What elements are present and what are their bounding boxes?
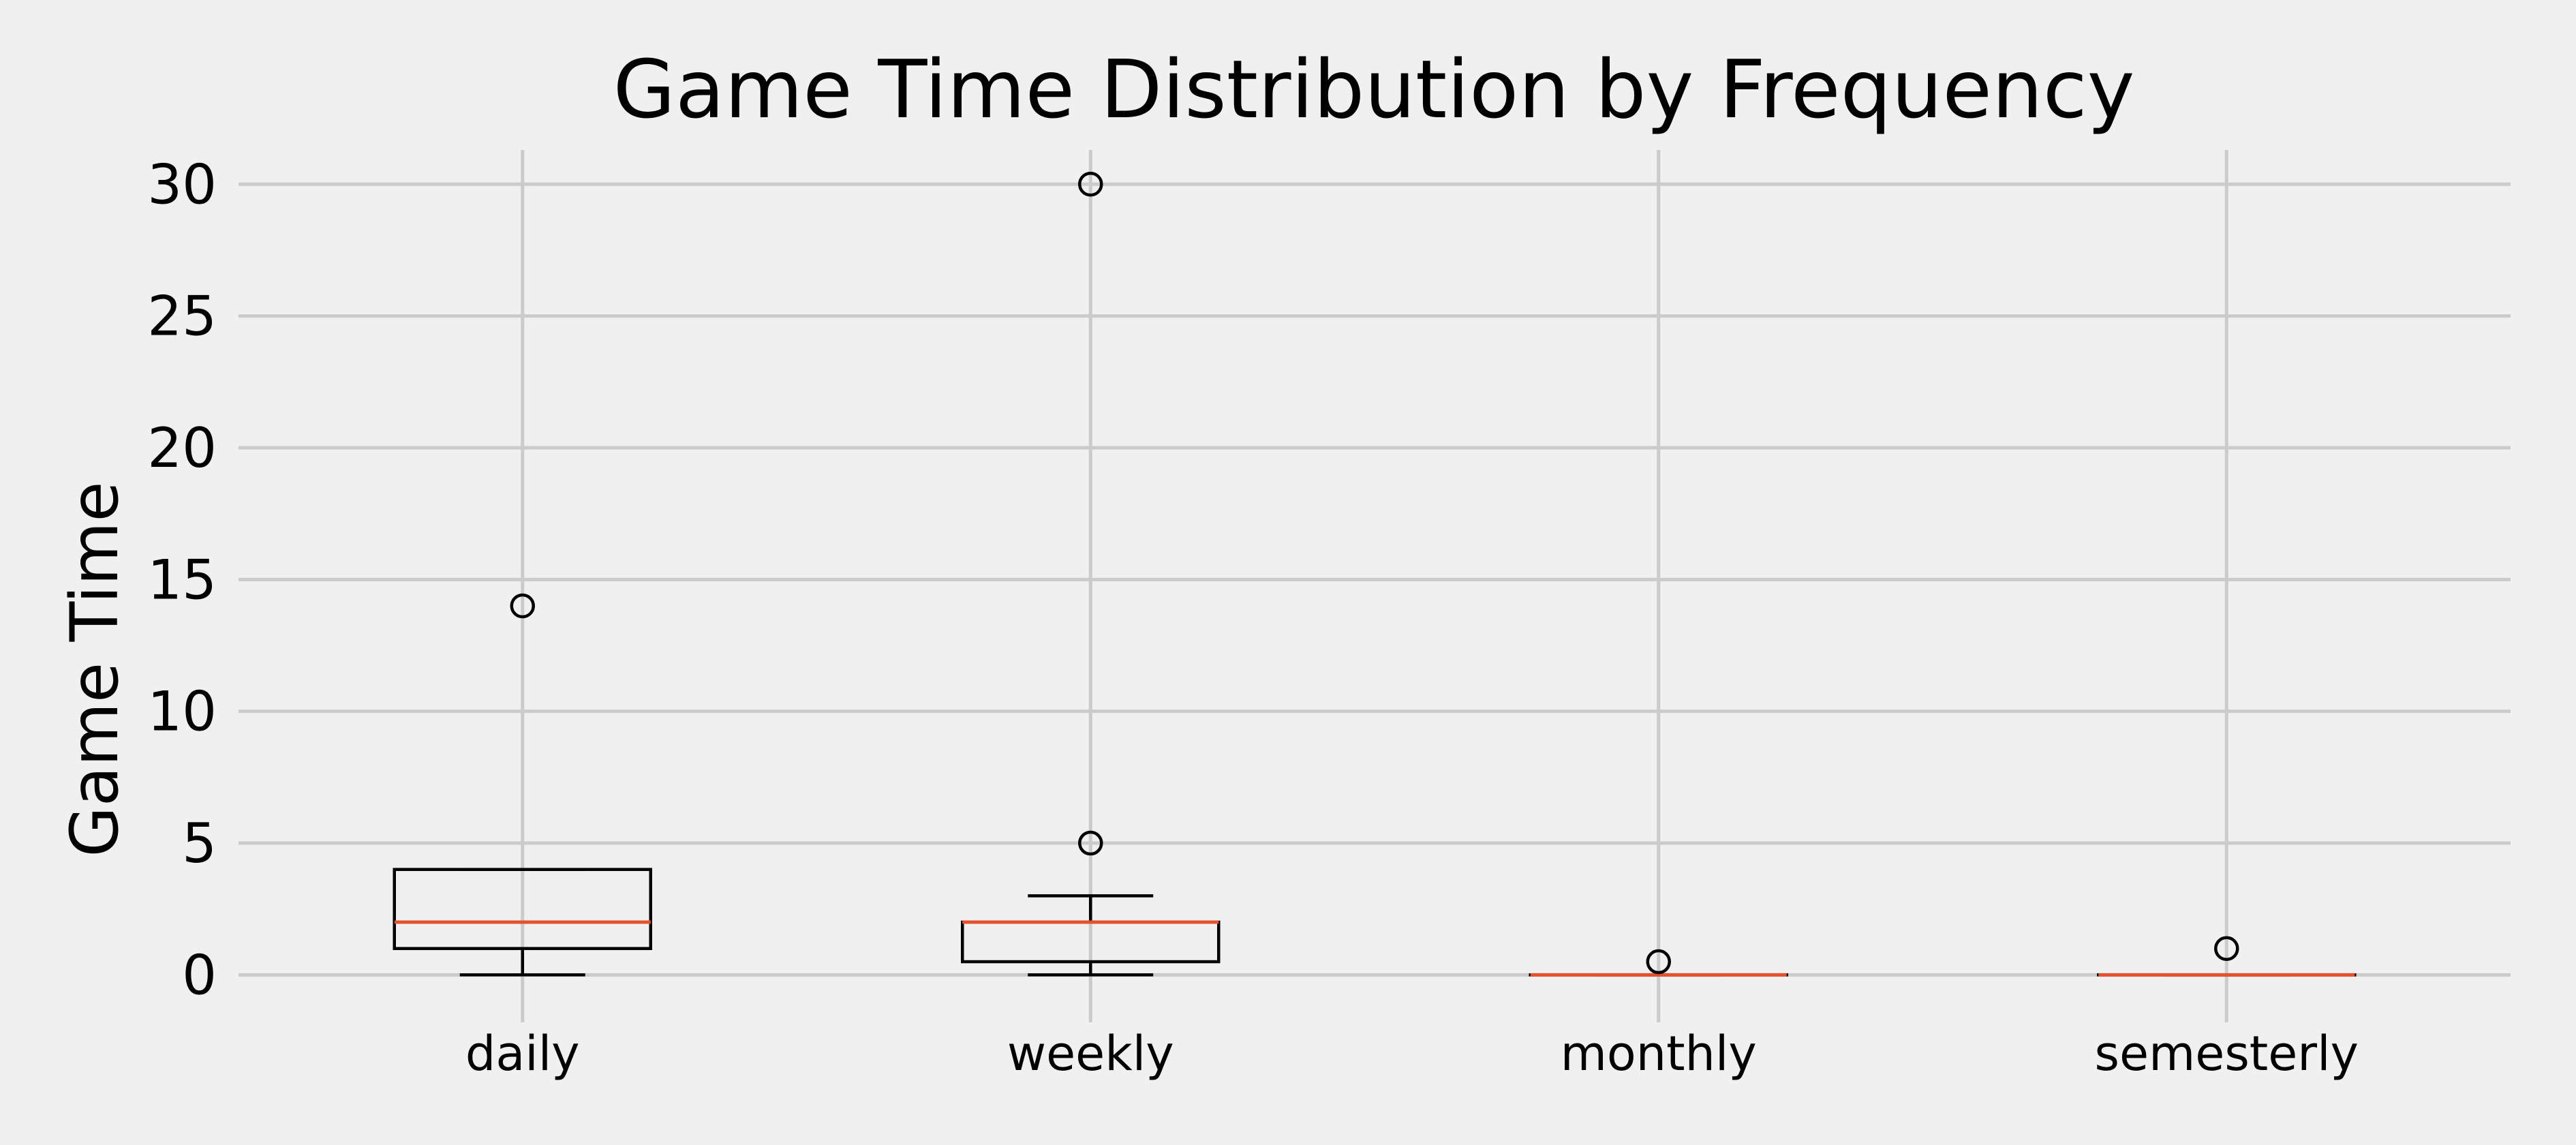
outlier-point <box>510 593 535 619</box>
outlier-point <box>2214 936 2239 961</box>
y-tick-label: 15 <box>147 548 217 611</box>
outlier-point <box>1078 172 1103 197</box>
x-tick-label: weekly <box>1007 1026 1174 1082</box>
y-tick-label: 10 <box>147 680 217 744</box>
x-tick-label: semesterly <box>2095 1026 2359 1082</box>
y-tick-label: 30 <box>147 153 217 216</box>
box-group-weekly <box>961 172 1221 977</box>
box-group-semesterly <box>2097 936 2357 977</box>
y-tick-label: 25 <box>147 285 217 348</box>
box-group-monthly <box>1529 949 1788 977</box>
box-group-daily <box>393 593 652 977</box>
y-tick-label: 0 <box>182 943 217 1007</box>
y-tick-label: 20 <box>147 416 217 480</box>
y-tick-labels: 0 5 10 15 20 25 30 <box>147 153 217 1007</box>
outlier-point <box>1078 830 1103 856</box>
x-tick-label: monthly <box>1561 1026 1757 1082</box>
y-tick-label: 5 <box>182 812 217 875</box>
outlier-point <box>1646 949 1671 975</box>
x-tick-label: daily <box>465 1026 580 1082</box>
box-elements <box>393 172 2357 977</box>
x-tick-labels: daily weekly monthly semesterly <box>465 1026 2359 1082</box>
y-axis-label: Game Time <box>57 481 133 857</box>
grid-lines <box>239 150 2511 1022</box>
chart-title: Game Time Distribution by Frequency <box>613 42 2135 136</box>
iqr-box <box>393 868 652 950</box>
